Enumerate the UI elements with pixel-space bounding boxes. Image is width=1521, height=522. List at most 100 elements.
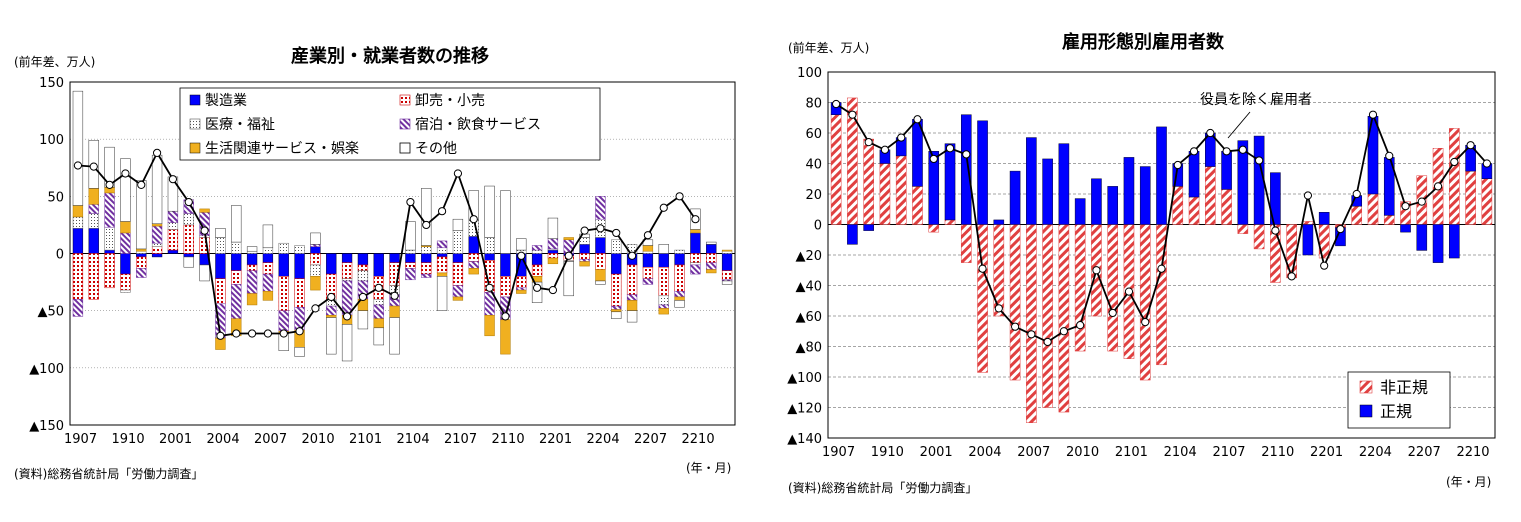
right-line-point <box>1124 287 1134 296</box>
right-line-point <box>880 145 890 154</box>
right-bar-1 <box>1270 172 1281 225</box>
right-bar-0 <box>928 224 940 233</box>
left-bar-1 <box>88 253 99 300</box>
left-bar-4 <box>468 268 479 275</box>
left-bar-2 <box>721 250 733 254</box>
legend-label-manufacturing: 製造業 <box>205 93 247 109</box>
right-line-point <box>1271 226 1280 235</box>
left-bar-2 <box>484 237 495 254</box>
left-chart-plot-border <box>69 81 736 426</box>
left-line-point <box>596 224 605 233</box>
left-bar-4 <box>484 314 495 337</box>
left-line-point <box>517 251 526 260</box>
right-bar-0 <box>1074 224 1086 352</box>
right-line-point <box>1092 266 1101 275</box>
left-bar-2 <box>88 213 99 229</box>
left-bar-3 <box>658 304 669 309</box>
left-bar-0 <box>136 253 147 258</box>
right-y-tick-label: 40 <box>805 158 822 173</box>
left-line-point <box>73 161 83 170</box>
left-bar-5 <box>531 281 543 303</box>
left-bar-1 <box>357 264 369 271</box>
left-bar-1 <box>674 264 685 292</box>
right-y-tick-label: ▲140 <box>787 432 822 447</box>
right-bar-1 <box>1221 151 1232 190</box>
left-bar-0 <box>215 253 226 279</box>
right-chart-bars <box>830 97 1493 423</box>
left-bar-2 <box>642 250 654 254</box>
right-bar-0 <box>944 219 956 225</box>
left-bar-1 <box>136 256 147 269</box>
right-x-tick-label: 2210 <box>1456 445 1489 460</box>
left-bar-4 <box>373 318 384 329</box>
left-bar-5 <box>231 205 242 243</box>
left-bar-1 <box>547 253 559 259</box>
left-bar-2 <box>215 237 226 254</box>
left-bar-5 <box>120 158 131 222</box>
right-chart-overlay-line <box>832 99 1491 347</box>
legend-swatch-nonregular <box>1359 380 1373 394</box>
left-bar-5 <box>72 90 84 206</box>
left-x-tick-label: 2004 <box>207 432 240 447</box>
right-line-point <box>1417 197 1426 206</box>
right-bar-0 <box>1367 193 1379 225</box>
left-bar-1 <box>658 266 669 297</box>
left-bar-0 <box>104 249 115 254</box>
right-line-point <box>994 304 1003 313</box>
left-bar-1 <box>183 224 194 254</box>
left-chart-ylabel: (前年差、万人) <box>14 54 95 69</box>
left-bar-0 <box>642 253 654 268</box>
right-bar-1 <box>1009 170 1021 225</box>
left-bar-1 <box>278 276 289 311</box>
left-line-point <box>232 329 241 338</box>
left-x-tick-label: 2007 <box>254 432 287 447</box>
legend-label-wholesale: 卸売・小売 <box>415 93 485 109</box>
left-line-point <box>675 192 684 201</box>
right-bar-0 <box>1221 189 1232 225</box>
right-line-point <box>1287 272 1296 281</box>
right-bar-0 <box>1351 205 1363 225</box>
legend-label-lifestyle: 生活関連サービス・娯楽 <box>205 141 359 157</box>
right-bar-1 <box>1237 140 1249 225</box>
right-bar-0 <box>1107 224 1118 352</box>
right-chart-xlabel: (年・月) <box>1446 475 1491 489</box>
legend-swatch-hospitality <box>399 118 411 130</box>
right-bar-0 <box>879 163 891 225</box>
left-bar-2 <box>294 245 305 254</box>
left-bar-2 <box>310 264 321 277</box>
right-line-point <box>1043 337 1052 347</box>
left-bar-4 <box>626 300 638 311</box>
left-bar-1 <box>405 262 416 269</box>
left-bar-5 <box>674 300 685 308</box>
left-line-point <box>89 162 98 171</box>
left-chart-title: 産業別・就業者数の推移 <box>291 45 489 67</box>
left-bar-2 <box>405 249 416 254</box>
left-bar-4 <box>595 269 606 282</box>
left-bar-3 <box>436 240 448 249</box>
right-y-tick-label: 0 <box>814 219 822 234</box>
left-line-point <box>327 292 336 302</box>
legend-label-hospitality: 宿泊・飲食サービス <box>415 116 541 133</box>
left-bar-0 <box>421 253 432 263</box>
left-bar-5 <box>484 185 495 238</box>
right-bar-1 <box>1091 178 1102 225</box>
right-bar-1 <box>944 143 956 221</box>
left-chart: 産業別・就業者数の推移 (前年差、万人) (年・月) (資料)総務省統計局「労働… <box>14 45 736 481</box>
left-bar-1 <box>310 253 321 266</box>
left-line-point <box>184 197 193 207</box>
left-bar-4 <box>516 289 527 294</box>
right-bar-1 <box>1156 126 1167 225</box>
right-x-tick-label: 2010 <box>1066 445 1099 460</box>
right-line-point <box>1010 322 1020 331</box>
left-bar-5 <box>516 238 527 251</box>
left-line-point <box>152 148 162 157</box>
right-bar-1 <box>1042 158 1053 225</box>
left-bar-3 <box>547 238 559 250</box>
left-chart-bars <box>72 90 733 362</box>
left-bar-0 <box>706 244 717 254</box>
left-bar-2 <box>262 247 274 254</box>
right-x-tick-label: 2110 <box>1261 445 1294 460</box>
left-bar-3 <box>579 258 590 262</box>
right-chart-annotation-pointer <box>1227 111 1251 139</box>
left-bar-0 <box>484 253 495 261</box>
